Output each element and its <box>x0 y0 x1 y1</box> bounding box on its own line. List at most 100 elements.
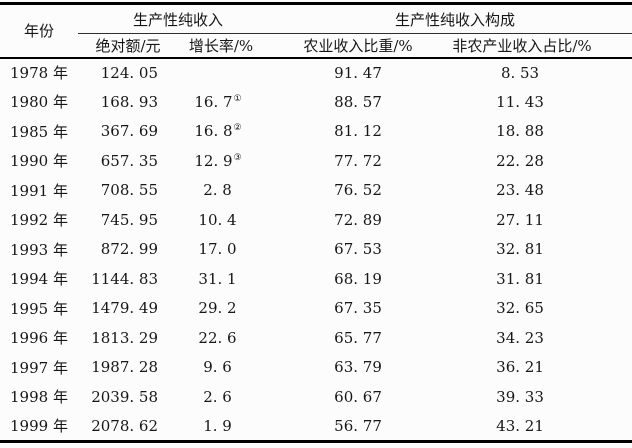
growth-rate-value: 1. 9 <box>203 416 232 435</box>
table-row: 1978 年 124. 05 91. 47 8. 53 <box>0 58 632 88</box>
table-row: 1993 年 872. 99 17. 0 67. 53 32. 81 <box>0 235 632 265</box>
table-row: 1994 年 1144. 83 31. 1 68. 19 31. 81 <box>0 264 632 294</box>
growth-rate-cell: 9. 6 <box>178 353 278 383</box>
col-header-nonagri-income-share: 非农产业收入占比/% <box>448 33 632 59</box>
growth-rate-cell <box>178 58 278 88</box>
nonagri-share-cell: 32. 81 <box>496 240 544 259</box>
growth-rate-cell: 31. 1 <box>178 264 278 294</box>
year-cell: 1991 年 <box>10 181 68 200</box>
absolute-amount-cell: 745. 95 <box>100 210 158 229</box>
table-row: 1999 年 2078. 62 1. 9 56. 77 43. 21 <box>0 412 632 442</box>
growth-rate-value: 22. 6 <box>198 328 237 347</box>
growth-rate-cell: 16. 8② <box>178 117 278 147</box>
nonagri-share-cell: 11. 43 <box>496 92 544 111</box>
agri-share-cell: 91. 47 <box>334 63 382 82</box>
agri-share-cell: 65. 77 <box>334 328 382 347</box>
header-sub-row: 绝对额/元 增长率/% 农业收入比重/% 非农产业收入占比/% <box>0 33 632 59</box>
growth-rate-value: 31. 1 <box>198 269 237 288</box>
nonagri-share-cell: 39. 33 <box>496 387 544 406</box>
absolute-amount-cell: 2039. 58 <box>91 387 158 406</box>
growth-rate-value: 2. 6 <box>203 387 232 406</box>
year-cell: 1990 年 <box>10 152 68 171</box>
col-header-growth-rate: 增长率/% <box>178 33 279 59</box>
table-row: 1998 年 2039. 58 2. 6 60. 67 39. 33 <box>0 382 632 412</box>
absolute-amount-cell: 1813. 29 <box>91 328 158 347</box>
table-row: 1997 年 1987. 28 9. 6 63. 79 36. 21 <box>0 353 632 383</box>
year-cell: 1996 年 <box>10 329 68 348</box>
table-row: 1980 年 168. 93 16. 7① 88. 57 11. 43 <box>0 87 632 117</box>
absolute-amount-cell: 1144. 83 <box>91 269 158 288</box>
table-row: 1985 年 367. 69 16. 8② 81. 12 18. 88 <box>0 117 632 147</box>
year-cell: 1980 年 <box>10 93 68 112</box>
nonagri-share-cell: 23. 48 <box>496 181 544 200</box>
agri-share-cell: 67. 53 <box>334 240 382 259</box>
growth-rate-cell: 2. 8 <box>178 176 278 206</box>
nonagri-share-cell: 36. 21 <box>496 358 544 377</box>
agri-share-cell: 56. 77 <box>334 416 382 435</box>
year-cell: 1999 年 <box>10 417 68 435</box>
growth-rate-cell: 22. 6 <box>178 323 278 353</box>
absolute-amount-cell: 2078. 62 <box>91 416 158 435</box>
growth-rate-value: 16. 8 <box>194 122 233 141</box>
growth-rate-cell: 10. 4 <box>178 205 278 235</box>
growth-rate-value: 16. 7 <box>194 92 233 111</box>
agri-share-cell: 81. 12 <box>334 122 382 141</box>
col-header-year: 年份 <box>0 3 78 59</box>
nonagri-share-cell: 43. 21 <box>496 416 544 435</box>
growth-rate-value: 29. 2 <box>198 299 237 318</box>
nonagri-share-cell: 8. 53 <box>500 63 540 82</box>
absolute-amount-cell: 872. 99 <box>100 240 158 259</box>
nonagri-share-cell: 22. 28 <box>496 151 544 170</box>
absolute-amount-cell: 1479. 49 <box>91 299 158 318</box>
growth-rate-cell: 12. 9③ <box>178 146 278 176</box>
agri-share-cell: 88. 57 <box>334 92 382 111</box>
growth-rate-cell: 17. 0 <box>178 235 278 265</box>
agri-share-cell: 77. 72 <box>334 151 382 170</box>
year-cell: 1998 年 <box>10 388 68 407</box>
nonagri-share-cell: 18. 88 <box>496 122 544 141</box>
growth-rate-cell: 16. 7① <box>178 87 278 117</box>
year-cell: 1997 年 <box>10 358 68 377</box>
year-cell: 1992 年 <box>10 211 68 230</box>
table-row: 1990 年 657. 35 12. 9③ 77. 72 22. 28 <box>0 146 632 176</box>
growth-rate-value: 17. 0 <box>198 240 237 259</box>
growth-rate-cell: 29. 2 <box>178 294 278 324</box>
footnote-marker: ② <box>233 123 242 134</box>
absolute-amount-cell: 657. 35 <box>100 151 158 170</box>
col-group-productive-net-income: 生产性纯收入 <box>78 3 279 34</box>
absolute-amount-cell: 1987. 28 <box>91 358 158 377</box>
nonagri-share-cell: 27. 11 <box>496 210 544 229</box>
table-row: 1992 年 745. 95 10. 4 72. 89 27. 11 <box>0 205 632 235</box>
year-cell: 1994 年 <box>10 270 68 289</box>
table-body: 1978 年 124. 05 91. 47 8. 53 1980 年 168. … <box>0 58 632 442</box>
agri-share-cell: 63. 79 <box>334 358 382 377</box>
col-group-income-composition: 生产性纯收入构成 <box>278 3 632 34</box>
footnote-marker: ① <box>233 93 242 104</box>
table-row: 1995 年 1479. 49 29. 2 67. 35 32. 65 <box>0 294 632 324</box>
growth-rate-value: 12. 9 <box>194 151 233 170</box>
nonagri-share-cell: 31. 81 <box>496 269 544 288</box>
growth-rate-cell: 1. 9 <box>178 412 278 442</box>
year-cell: 1995 年 <box>10 299 68 318</box>
table-row: 1991 年 708. 55 2. 8 76. 52 23. 48 <box>0 176 632 206</box>
year-cell: 1978 年 <box>10 64 68 83</box>
header-group-row: 年份 生产性纯收入 生产性纯收入构成 <box>0 3 632 59</box>
agri-share-cell: 68. 19 <box>334 269 382 288</box>
col-header-absolute-amount: 绝对额/元 <box>78 33 178 59</box>
absolute-amount-cell: 367. 69 <box>100 122 158 141</box>
growth-rate-cell: 2. 6 <box>178 382 278 412</box>
growth-rate-value: 2. 8 <box>203 181 232 200</box>
col-header-agri-income-share: 农业收入比重/% <box>278 33 449 59</box>
agri-share-cell: 60. 67 <box>334 387 382 406</box>
table-header: 年份 生产性纯收入 生产性纯收入构成 绝对额/元 增长率/% 农业收入比重/% … <box>0 3 632 59</box>
footnote-marker: ③ <box>233 152 242 163</box>
absolute-amount-cell: 124. 05 <box>100 63 158 82</box>
year-cell: 1993 年 <box>10 240 68 259</box>
year-cell: 1985 年 <box>10 122 68 141</box>
agri-share-cell: 72. 89 <box>334 210 382 229</box>
growth-rate-value: 9. 6 <box>203 358 232 377</box>
agri-share-cell: 67. 35 <box>334 299 382 318</box>
growth-rate-value: 10. 4 <box>198 210 237 229</box>
